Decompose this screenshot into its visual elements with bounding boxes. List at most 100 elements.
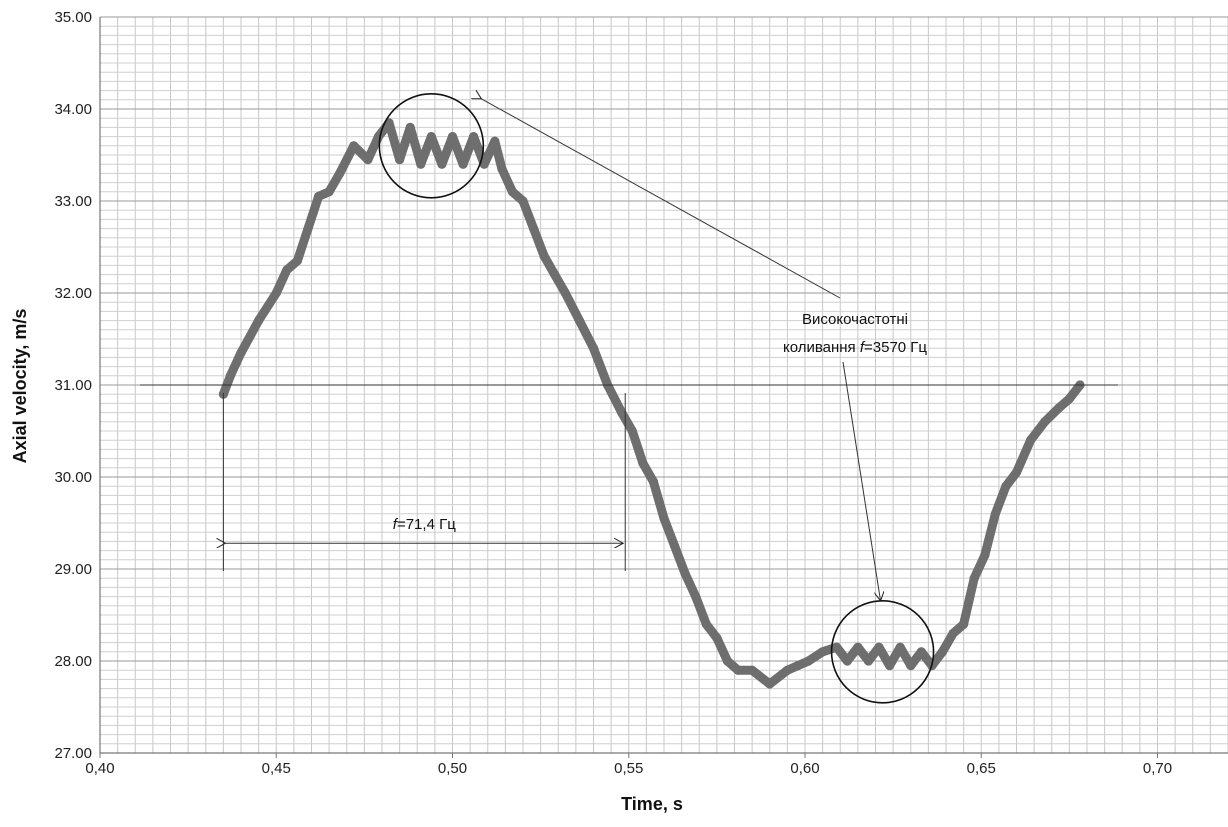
x-tick-label: 0,60 [790, 760, 819, 777]
data-point [479, 159, 489, 169]
y-tick-label: 28.00 [54, 653, 92, 670]
data-point [282, 265, 292, 275]
data-point [832, 642, 842, 652]
hf-label-line1: Високочастотні [802, 311, 908, 328]
x-tick-label: 0,50 [438, 760, 467, 777]
data-point [885, 661, 895, 671]
data-point [670, 541, 680, 551]
data-point [1011, 467, 1022, 477]
data-point [722, 656, 733, 666]
data-point [842, 656, 852, 666]
data-point [765, 679, 775, 689]
data-point [437, 159, 447, 169]
data-point [980, 550, 990, 560]
hf-label-value: =3570 Гц [864, 339, 927, 356]
data-point [254, 316, 264, 326]
data-point [349, 141, 359, 151]
data-point [937, 647, 948, 657]
x-tick-label: 0,40 [85, 760, 114, 777]
y-tick-label: 33.00 [54, 193, 92, 210]
data-point [384, 118, 394, 128]
y-tick-label: 35.00 [54, 9, 92, 26]
data-point [426, 132, 436, 142]
data-point [507, 187, 517, 197]
data-point [1054, 403, 1064, 413]
x-tick-label: 0,45 [262, 760, 291, 777]
data-point [236, 348, 246, 358]
data-point [948, 628, 958, 639]
hf-label-prefix: коливання [783, 339, 860, 356]
y-tick-label: 34.00 [54, 101, 92, 118]
data-point [782, 665, 793, 675]
data-point [874, 642, 884, 652]
period-label-value: =71,4 Гц [397, 516, 456, 533]
y-axis-title: Axial velocity, m/s [10, 309, 30, 464]
data-point [959, 619, 969, 629]
data-point [588, 343, 599, 353]
data-point [335, 168, 345, 178]
data-point [458, 159, 468, 169]
data-point [853, 642, 863, 652]
series-layer [218, 118, 1085, 689]
data-point [416, 159, 426, 169]
data-point [497, 164, 507, 174]
y-tick-label: 32.00 [54, 285, 92, 302]
x-tick-label: 0,70 [1143, 760, 1172, 777]
high-frequency-circle-top [378, 93, 485, 199]
period-label-f: f [393, 516, 399, 533]
data-point [529, 224, 539, 234]
x-tick-label: 0,65 [967, 760, 996, 777]
y-tick-label: 29.00 [54, 561, 92, 578]
leader-line-bottom [842, 361, 881, 601]
data-point [574, 316, 585, 326]
data-point [518, 196, 528, 206]
hf-label-f: f [860, 339, 866, 356]
data-point [314, 191, 324, 201]
data-point [1040, 417, 1050, 427]
data-point [659, 513, 669, 524]
data-point [680, 569, 690, 579]
data-point [363, 155, 373, 165]
y-tick-label: 31.00 [54, 377, 92, 394]
data-point [405, 122, 415, 132]
data-point [701, 619, 711, 629]
data-point [969, 573, 979, 583]
data-point [373, 132, 384, 142]
y-tick-labels: 27.00 28.00 29.00 30.00 31.00 32.00 33.00 34.00… [54, 9, 92, 762]
data-point [906, 661, 916, 671]
data-point [990, 509, 1001, 519]
data-point [818, 647, 828, 657]
x-axis-title: Time, s [621, 794, 683, 814]
annotations: f=71,4 Гц Високочастотні коливання f=357… [140, 93, 1118, 704]
data-point [793, 661, 803, 671]
y-tick-label: 30.00 [54, 469, 92, 486]
data-point [490, 136, 500, 146]
x-tick-labels: 0,40 0,45 0,50 0,55 0,60 0,65 0,70 [85, 753, 1172, 777]
data-point [627, 426, 637, 436]
period-label: f=71,4 Гц [393, 516, 456, 533]
data-point [648, 477, 659, 487]
data-point [447, 132, 458, 142]
data-point [225, 371, 235, 381]
data-point [1064, 394, 1074, 404]
data-point [916, 647, 926, 657]
data-point [395, 155, 405, 165]
series-line [218, 118, 1085, 689]
data-point [1026, 435, 1036, 445]
data-point [324, 187, 334, 197]
y-tick-label: 27.00 [54, 745, 92, 762]
data-point [638, 458, 648, 468]
data-point [271, 288, 281, 298]
data-point [712, 633, 722, 643]
leader-line-top [481, 99, 841, 299]
data-point [617, 408, 627, 418]
data-point [560, 288, 570, 298]
data-point [747, 665, 757, 675]
data-point [469, 132, 479, 142]
hf-label-line2: коливання f=3570 Гц [783, 339, 927, 356]
data-point [863, 656, 874, 666]
x-tick-label: 0,55 [614, 760, 643, 777]
data-point [803, 656, 814, 666]
data-point [550, 270, 560, 280]
